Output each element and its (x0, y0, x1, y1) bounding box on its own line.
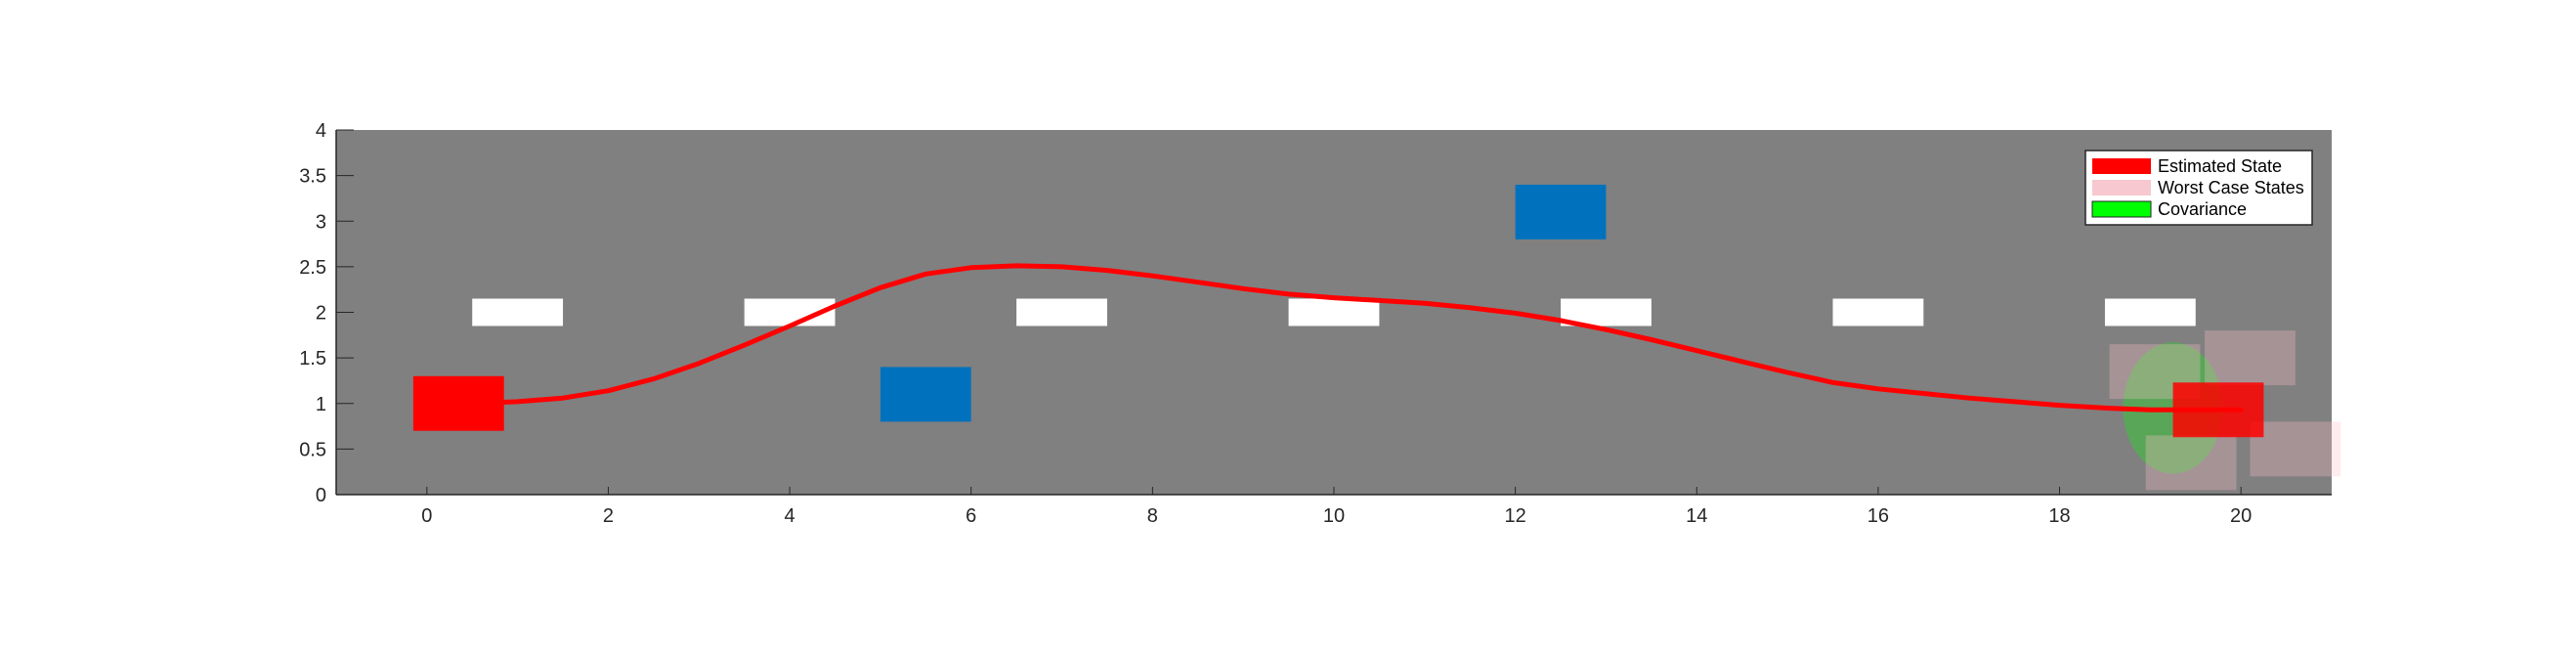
lane-marking (1288, 298, 1380, 326)
axes: 0 2 4 6 8 10 12 14 16 18 20 0 0.5 1 1.5 2 2.5 3 3.5 4 (299, 120, 2332, 527)
y-tick-label: 2.5 (299, 257, 326, 279)
lane-marking (472, 298, 564, 326)
x-tick-label: 2 (603, 505, 614, 527)
y-tick-label: 0.5 (299, 439, 326, 460)
obstacle-vehicle (880, 367, 971, 422)
lane-marking (1832, 298, 1924, 326)
legend-swatch (2092, 158, 2151, 174)
legend-label: Estimated State (2158, 156, 2282, 176)
obstacles (880, 184, 1607, 422)
trajectory-layer (424, 263, 2244, 413)
x-tick-label: 16 (1868, 505, 1889, 527)
y-tick-label: 0 (316, 485, 326, 506)
y-tick-label: 1.5 (299, 348, 326, 369)
legend: Estimated State Worst Case States Covarian… (2084, 150, 2313, 226)
lane-marking (2104, 298, 2196, 326)
x-tick-label: 14 (1686, 505, 1707, 527)
estimated-state-start (412, 375, 504, 431)
legend-label: Worst Case States (2158, 178, 2304, 197)
x-tick-label: 8 (1147, 505, 1158, 527)
x-tick-label: 18 (2048, 505, 2070, 527)
worst-case-layer (2109, 330, 2341, 491)
worst-case-state (2250, 421, 2341, 477)
worst-case-state (2145, 435, 2237, 491)
obstacle-vehicle (1515, 184, 1607, 239)
x-tick-label: 0 (421, 505, 432, 527)
legend-swatch (2092, 180, 2151, 196)
x-tick-label: 6 (966, 505, 976, 527)
y-tick-label: 2 (316, 303, 326, 325)
y-tick-label: 4 (316, 120, 326, 142)
estimated-state-current (2172, 382, 2264, 438)
trajectory-line (424, 263, 2244, 413)
x-tick-label: 20 (2230, 505, 2252, 527)
x-tick-label: 10 (1323, 505, 1345, 527)
worst-case-state (2205, 330, 2296, 386)
estimated-state-layer (412, 375, 2264, 438)
legend-swatch (2091, 200, 2152, 218)
y-tick-label: 1 (316, 394, 326, 415)
x-tick-label: 12 (1505, 505, 1526, 527)
lane-markings (472, 298, 2196, 326)
y-tick-label: 3 (316, 211, 326, 233)
y-tick-label: 3.5 (299, 166, 326, 188)
legend-label: Covariance (2158, 199, 2247, 219)
lane-marking (1016, 298, 1107, 326)
x-tick-label: 4 (785, 505, 795, 527)
